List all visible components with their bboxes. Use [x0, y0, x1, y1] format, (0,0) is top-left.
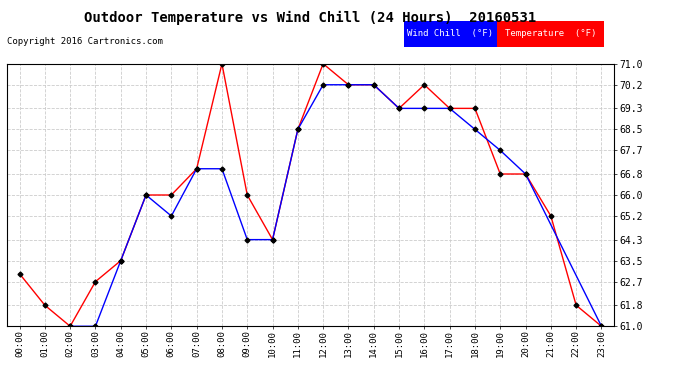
- Text: Outdoor Temperature vs Wind Chill (24 Hours)  20160531: Outdoor Temperature vs Wind Chill (24 Ho…: [84, 11, 537, 26]
- Text: Copyright 2016 Cartronics.com: Copyright 2016 Cartronics.com: [7, 38, 163, 46]
- Text: Wind Chill  (°F): Wind Chill (°F): [407, 29, 493, 38]
- Text: Temperature  (°F): Temperature (°F): [504, 29, 596, 38]
